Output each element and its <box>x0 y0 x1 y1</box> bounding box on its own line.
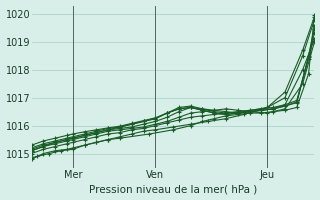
X-axis label: Pression niveau de la mer( hPa ): Pression niveau de la mer( hPa ) <box>89 184 257 194</box>
